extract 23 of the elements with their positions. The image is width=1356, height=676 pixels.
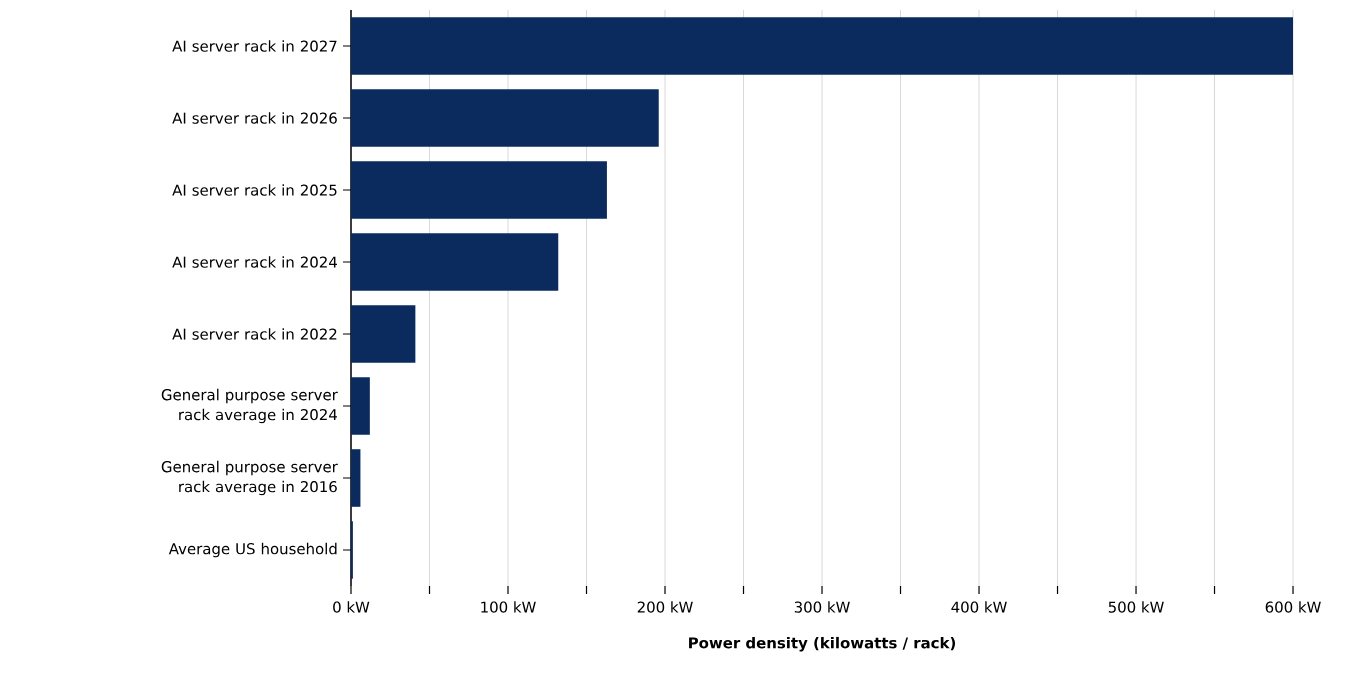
x-axis-title: Power density (kilowatts / rack)	[689, 636, 956, 652]
y-tick-label: AI server rack in 2024	[172, 256, 337, 268]
bar	[351, 89, 659, 147]
bar	[351, 161, 607, 219]
x-tick-label: 400 kW	[951, 601, 1007, 613]
x-tick-label: 200 kW	[637, 601, 693, 613]
y-tick-label: General purpose server rack average in 2024	[161, 388, 338, 424]
y-tick-label: AI server rack in 2027	[172, 40, 337, 52]
bar	[351, 449, 361, 507]
bar	[351, 377, 370, 435]
bar	[351, 305, 416, 363]
y-tick-label: Average US household	[168, 542, 337, 558]
y-tick-label: AI server rack in 2026	[172, 112, 337, 124]
bar	[351, 233, 559, 291]
x-tick-label: 300 kW	[794, 601, 850, 613]
y-tick-label: AI server rack in 2025	[172, 184, 337, 196]
bar	[351, 17, 1294, 75]
y-tick-label: General purpose server rack average in 2016	[161, 460, 338, 496]
y-tick-label: AI server rack in 2022	[172, 328, 337, 340]
x-tick-label: 100 kW	[481, 601, 536, 613]
x-tick-label: 600 kW	[1265, 601, 1321, 613]
x-tick-label: 0 kW	[333, 601, 370, 613]
x-tick-label: 500 kW	[1108, 601, 1164, 613]
